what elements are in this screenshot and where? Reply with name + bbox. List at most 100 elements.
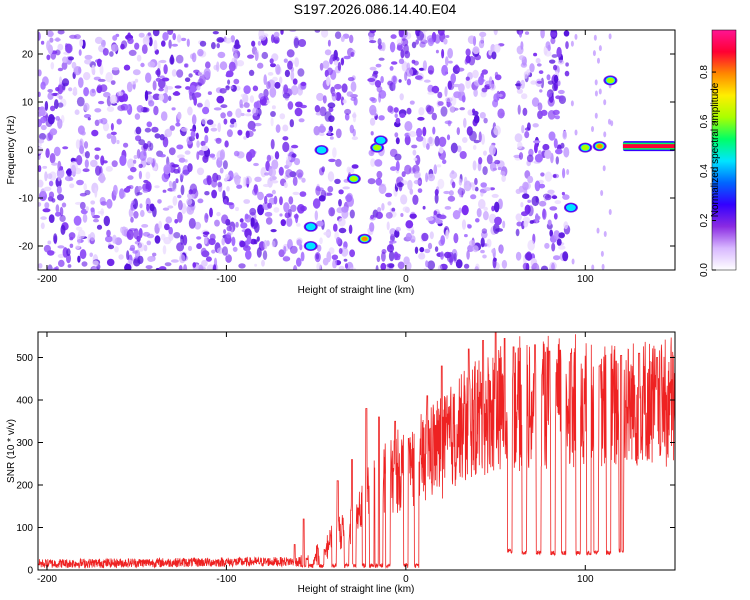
noise-blob <box>264 195 268 205</box>
noise-blob <box>197 198 204 204</box>
noise-blob <box>273 36 280 44</box>
noise-blob <box>493 125 501 136</box>
noise-blob <box>395 226 401 232</box>
noise-blob <box>532 123 539 128</box>
noise-blob <box>62 247 68 258</box>
noise-blob <box>138 163 143 169</box>
noise-blob <box>332 147 337 159</box>
noise-blob <box>232 246 238 252</box>
noise-blob <box>38 263 43 269</box>
noise-blob <box>437 101 444 106</box>
noise-blob <box>225 85 230 91</box>
noise-blob <box>515 251 522 261</box>
noise-blob <box>96 224 103 230</box>
noise-blob <box>334 178 341 184</box>
noise-blob <box>178 200 183 211</box>
noise-blob <box>421 232 429 242</box>
noise-blob <box>472 145 477 150</box>
noise-blob <box>341 83 348 93</box>
noise-blob <box>438 239 445 247</box>
noise-blob <box>152 80 157 91</box>
noise-blob <box>288 209 292 217</box>
noise-blob <box>422 60 427 71</box>
noise-blob <box>426 216 434 221</box>
noise-blob <box>517 141 523 150</box>
noise-blob <box>131 200 135 205</box>
noise-blob <box>147 32 151 36</box>
noise-blob <box>378 93 382 103</box>
noise-blob <box>154 133 161 139</box>
noise-blob <box>123 142 129 148</box>
noise-blob <box>225 173 230 181</box>
noise-blob <box>419 247 425 253</box>
noise-blob <box>168 147 176 156</box>
noise-blob <box>188 218 196 229</box>
noise-blob <box>472 69 479 79</box>
noise-blob <box>93 218 99 223</box>
noise-blob <box>70 164 77 176</box>
noise-blob <box>525 251 533 261</box>
x-tick-label: -200 <box>37 574 57 585</box>
noise-blob <box>321 30 329 38</box>
noise-blob <box>535 213 539 224</box>
noise-blob <box>162 245 167 255</box>
noise-blob <box>424 248 431 254</box>
noise-blob <box>40 188 46 198</box>
noise-blob <box>256 236 260 242</box>
noise-blob <box>243 199 251 204</box>
noise-blob <box>204 134 209 144</box>
noise-blob <box>60 224 66 235</box>
noise-blob <box>603 131 607 138</box>
noise-blob <box>388 250 395 262</box>
noise-blob <box>282 255 290 262</box>
noise-blob <box>292 191 300 196</box>
noise-blob <box>171 69 177 77</box>
noise-blob <box>226 225 232 232</box>
noise-blob <box>442 159 447 165</box>
noise-blob <box>50 105 56 112</box>
noise-blob <box>478 131 482 143</box>
noise-blob <box>270 111 276 117</box>
noise-blob <box>501 259 508 269</box>
noise-blob <box>106 258 115 267</box>
noise-blob <box>351 164 359 169</box>
noise-blob <box>222 246 228 256</box>
noise-blob <box>107 244 115 250</box>
noise-blob <box>169 56 175 65</box>
noise-blob <box>368 33 374 42</box>
noise-blob <box>422 126 427 137</box>
noise-blob <box>126 250 130 261</box>
snr-y-label: SNR (10 * v/v) <box>6 419 17 483</box>
noise-blob <box>116 91 124 97</box>
noise-blob <box>46 40 51 51</box>
noise-blob <box>151 126 159 133</box>
noise-blob <box>540 109 548 116</box>
noise-blob <box>290 85 299 96</box>
noise-blob <box>55 204 60 213</box>
noise-blob <box>152 30 160 37</box>
noise-blob <box>57 67 64 72</box>
noise-blob <box>326 251 332 263</box>
noise-blob <box>143 150 147 157</box>
noise-blob <box>445 97 453 103</box>
noise-blob <box>138 170 142 180</box>
noise-blob <box>331 92 336 97</box>
noise-blob <box>407 179 413 191</box>
noise-blob <box>411 41 417 49</box>
noise-blob <box>134 78 139 83</box>
noise-blob <box>353 97 358 106</box>
noise-blob <box>431 85 440 94</box>
y-tick-label: 100 <box>16 523 33 534</box>
noise-blob <box>518 55 525 61</box>
noise-blob <box>465 78 471 89</box>
noise-blob <box>375 177 383 186</box>
noise-blob <box>233 150 240 157</box>
noise-blob <box>83 72 91 81</box>
noise-blob <box>480 249 485 254</box>
noise-blob <box>538 183 546 189</box>
noise-blob <box>75 245 81 250</box>
noise-blob <box>329 57 333 65</box>
noise-blob <box>79 249 87 260</box>
noise-blob <box>387 201 392 206</box>
noise-blob <box>392 80 396 91</box>
